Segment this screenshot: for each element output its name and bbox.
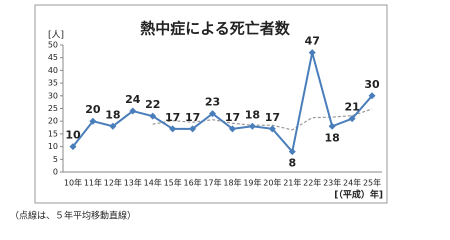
y-tick-label: 20 bbox=[48, 117, 58, 126]
x-tick-label: 14年 bbox=[144, 178, 162, 188]
marker bbox=[189, 125, 197, 133]
y-tick-label: 35 bbox=[48, 79, 58, 88]
data-label: 18 bbox=[105, 108, 120, 121]
data-label: 18 bbox=[245, 108, 260, 121]
y-tick-label: 0 bbox=[53, 168, 58, 177]
y-tick-label: 5 bbox=[53, 155, 58, 164]
data-label: 23 bbox=[205, 96, 220, 109]
y-tick-label: 30 bbox=[48, 91, 58, 100]
data-label: 47 bbox=[305, 35, 320, 48]
data-label: 10 bbox=[65, 129, 81, 142]
y-tick-label: 40 bbox=[48, 66, 58, 75]
x-tick-label: 20年 bbox=[263, 178, 281, 188]
x-tick-label: 23年 bbox=[323, 178, 341, 188]
x-tick-label: 10年 bbox=[64, 178, 82, 188]
marker bbox=[368, 92, 376, 100]
data-label: 24 bbox=[125, 93, 141, 106]
data-label: 30 bbox=[364, 78, 380, 91]
x-tick-label: 12年 bbox=[104, 178, 122, 188]
marker bbox=[109, 122, 117, 130]
marker bbox=[348, 115, 356, 123]
x-tick-label: 13年 bbox=[124, 178, 142, 188]
x-tick-label: 17年 bbox=[203, 178, 221, 188]
marker bbox=[268, 125, 276, 133]
data-label: 22 bbox=[145, 98, 160, 111]
data-label: 17 bbox=[165, 111, 180, 124]
y-tick-label: 45 bbox=[48, 53, 58, 62]
data-label: 17 bbox=[185, 111, 200, 124]
marker bbox=[228, 125, 236, 133]
marker bbox=[288, 148, 296, 156]
data-label: 8 bbox=[288, 157, 296, 170]
x-tick-label: 25年 bbox=[363, 178, 381, 188]
chart-frame bbox=[34, 4, 388, 204]
data-label: 17 bbox=[225, 111, 240, 124]
x-tick-label: 24年 bbox=[343, 178, 361, 188]
data-label: 17 bbox=[265, 111, 280, 124]
x-tick-label: 19年 bbox=[243, 178, 261, 188]
data-line bbox=[72, 52, 373, 154]
marker bbox=[209, 110, 217, 118]
x-tick-label: 18年 bbox=[223, 178, 241, 188]
marker bbox=[248, 122, 256, 130]
marker bbox=[169, 125, 177, 133]
x-tick-label: 15年 bbox=[164, 178, 182, 188]
x-tick-label: 22年 bbox=[303, 178, 321, 188]
chart-title: 熱中症による死亡者数 bbox=[140, 20, 291, 38]
marker bbox=[328, 122, 336, 130]
data-label: 18 bbox=[325, 131, 340, 144]
marker bbox=[89, 117, 97, 125]
note: （点線は、５年平均移動直線） bbox=[10, 210, 136, 222]
y-tick-label: 15 bbox=[48, 129, 58, 138]
marker bbox=[129, 107, 137, 115]
y-axis-label: [人] bbox=[48, 30, 64, 41]
marker bbox=[69, 143, 77, 151]
moving-average-line bbox=[152, 108, 373, 131]
y-tick-label: 50 bbox=[48, 41, 58, 50]
x-tick-label: 11年 bbox=[84, 178, 102, 188]
x-axis-label: [（平成）年] bbox=[334, 189, 383, 201]
marker bbox=[149, 112, 157, 120]
x-tick-label: 21年 bbox=[283, 178, 301, 188]
data-label: 20 bbox=[85, 103, 101, 116]
y-tick-label: 10 bbox=[48, 142, 58, 151]
marker bbox=[308, 49, 316, 57]
y-tick-label: 25 bbox=[48, 104, 58, 113]
data-label: 21 bbox=[344, 101, 359, 114]
x-tick-label: 16年 bbox=[184, 178, 202, 188]
